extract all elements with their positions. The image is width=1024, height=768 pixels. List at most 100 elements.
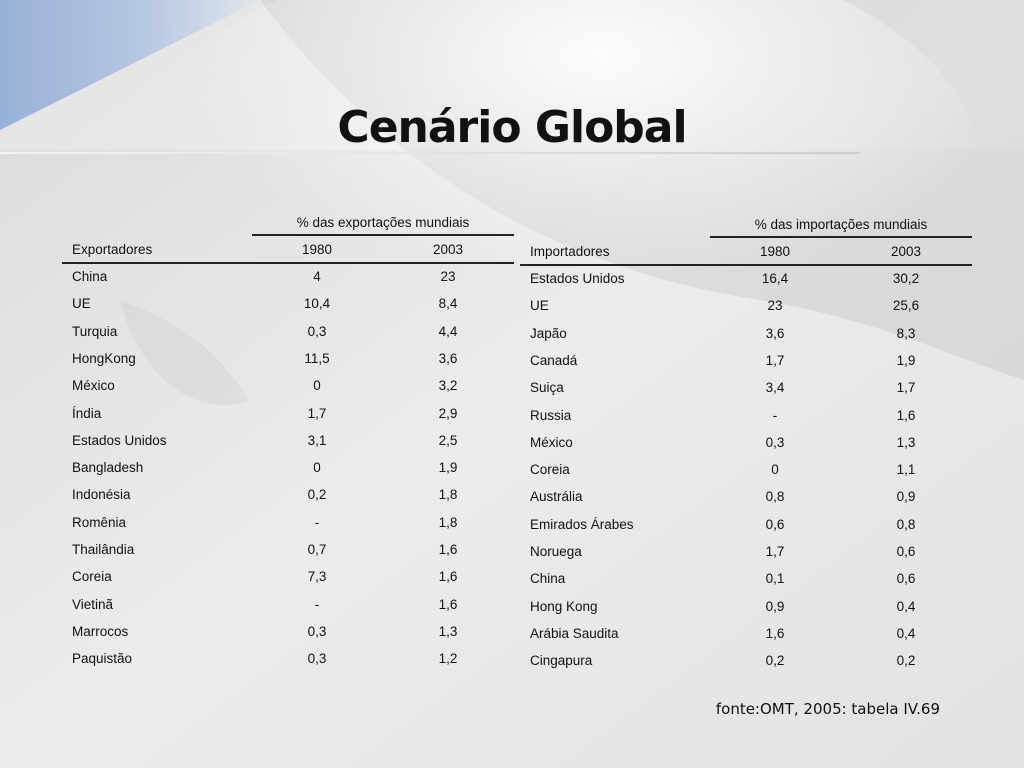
imports-table: % das importações mundiais Importadores … (520, 210, 972, 680)
value-2003-cell: 30,2 (892, 271, 920, 286)
country-cell: Indonésia (72, 487, 131, 503)
value-1980-cell: 0,3 (307, 651, 327, 667)
country-cell: Suiça (530, 380, 564, 396)
table-row: Coreia 0 1,1 (520, 456, 972, 483)
country-cell: Turquia (72, 323, 118, 339)
exports-header-1980: 1980 (301, 242, 333, 257)
value-1980-cell: 10,4 (303, 296, 331, 312)
table-row: Marrocos 0,3 1,3 (62, 618, 514, 645)
country-cell: China (530, 571, 566, 587)
exports-header-2003: 2003 (432, 242, 464, 257)
imports-header-2003: 2003 (890, 244, 922, 259)
value-2003-cell: 3,6 (438, 350, 458, 366)
country-cell: Arábia Saudita (530, 625, 619, 641)
country-cell: Estados Unidos (530, 271, 625, 286)
value-2003-cell: 4,4 (438, 323, 458, 339)
value-1980-cell: 16,4 (761, 271, 789, 286)
value-1980-cell: 1,6 (765, 625, 785, 641)
country-cell: Coreia (530, 462, 570, 478)
value-1980-cell: 0,3 (307, 323, 327, 339)
value-2003-cell: 0,8 (896, 516, 916, 532)
table-row: México 0 3,2 (62, 372, 514, 399)
table-row: México 0,3 1,3 (520, 429, 972, 456)
value-1980-cell: 1,7 (765, 352, 785, 368)
country-cell: Paquistão (72, 651, 133, 667)
exports-super-header: % das exportações mundiais (252, 210, 514, 236)
value-1980-cell: 11,5 (304, 350, 330, 366)
table-row: Paquistão 0,3 1,2 (62, 645, 514, 672)
country-cell: HongKong (72, 350, 136, 366)
value-2003-cell: 8,4 (438, 296, 458, 312)
value-1980-cell: 3,1 (307, 432, 327, 448)
value-1980-cell: 0,2 (765, 653, 785, 669)
value-2003-cell: 1,3 (438, 623, 458, 639)
country-cell: UE (530, 298, 549, 314)
value-1980-cell: 0 (313, 460, 321, 476)
value-2003-cell: 2,5 (438, 432, 458, 448)
table-row: Vietinã - 1,6 (62, 591, 514, 618)
value-2003-cell: 1,6 (896, 407, 916, 423)
table-row: UE 23 25,6 (520, 292, 972, 319)
table-row: Russia - 1,6 (520, 402, 972, 429)
country-cell: Marrocos (72, 623, 129, 639)
country-cell: Romênia (72, 514, 127, 530)
table-row: Coreia 7,3 1,6 (62, 563, 514, 590)
value-2003-cell: 1,6 (438, 596, 458, 612)
table-row: Índia 1,7 2,9 (62, 400, 514, 427)
value-2003-cell: 1,8 (438, 514, 458, 530)
imports-header-country: Importadores (530, 244, 610, 259)
value-1980-cell: 0,8 (765, 489, 785, 505)
value-2003-cell: 2,9 (438, 405, 458, 421)
value-1980-cell: - (314, 596, 320, 612)
value-2003-cell: 1,3 (896, 434, 916, 450)
table-row: Indonésia 0,2 1,8 (62, 481, 514, 508)
country-cell: UE (72, 296, 91, 312)
exports-table: % das exportações mundiais Exportadores … (62, 208, 514, 678)
value-2003-cell: 3,2 (438, 378, 458, 394)
value-1980-cell: 3,6 (765, 325, 785, 341)
table-row: Noruega 1,7 0,6 (520, 538, 972, 565)
table-row: Suiça 3,4 1,7 (520, 374, 972, 401)
value-1980-cell: 4 (313, 269, 321, 284)
value-1980-cell: 0,1 (765, 571, 785, 587)
imports-header-row: Importadores 1980 2003 (520, 238, 972, 266)
value-1980-cell: - (772, 407, 778, 423)
value-2003-cell: 1,6 (438, 569, 458, 585)
value-2003-cell: 1,7 (896, 380, 916, 396)
table-row: Emirados Árabes 0,6 0,8 (520, 511, 972, 538)
table-row: Arábia Saudita 1,6 0,4 (520, 620, 972, 647)
value-2003-cell: 1,9 (438, 460, 458, 476)
value-1980-cell: 1,7 (765, 544, 785, 559)
table-row: Bangladesh 0 1,9 (62, 454, 514, 481)
value-2003-cell: 8,3 (896, 325, 916, 341)
country-cell: China (72, 269, 108, 284)
country-cell: Cingapura (530, 653, 593, 669)
value-2003-cell: 1,8 (438, 487, 458, 503)
value-1980-cell: - (314, 514, 320, 530)
table-row: China 0,1 0,6 (520, 565, 972, 592)
value-2003-cell: 1,1 (896, 462, 916, 478)
country-cell: Austrália (530, 489, 583, 505)
country-cell: Estados Unidos (72, 432, 167, 448)
country-cell: Russia (530, 407, 572, 423)
value-1980-cell: 0 (771, 462, 779, 478)
value-2003-cell: 0,2 (896, 653, 916, 669)
table-row: Turquia 0,3 4,4 (62, 318, 514, 345)
table-row: China 4 23 (62, 263, 514, 290)
value-2003-cell: 1,2 (438, 651, 458, 667)
value-1980-cell: 3,4 (765, 380, 785, 396)
value-2003-cell: 0,6 (896, 544, 916, 559)
value-2003-cell: 1,6 (438, 542, 458, 557)
value-1980-cell: 0,9 (765, 598, 785, 614)
table-row: Thailândia 0,7 1,6 (62, 536, 514, 563)
value-2003-cell: 23 (440, 269, 456, 284)
value-2003-cell: 1,9 (896, 352, 916, 368)
value-2003-cell: 0,9 (896, 489, 916, 505)
value-2003-cell: 0,4 (896, 625, 916, 641)
table-row: Hong Kong 0,9 0,4 (520, 593, 972, 620)
country-cell: Índia (72, 405, 102, 421)
table-row: Estados Unidos 3,1 2,5 (62, 427, 514, 454)
table-row: HongKong 11,5 3,6 (62, 345, 514, 372)
value-2003-cell: 0,6 (896, 571, 916, 587)
